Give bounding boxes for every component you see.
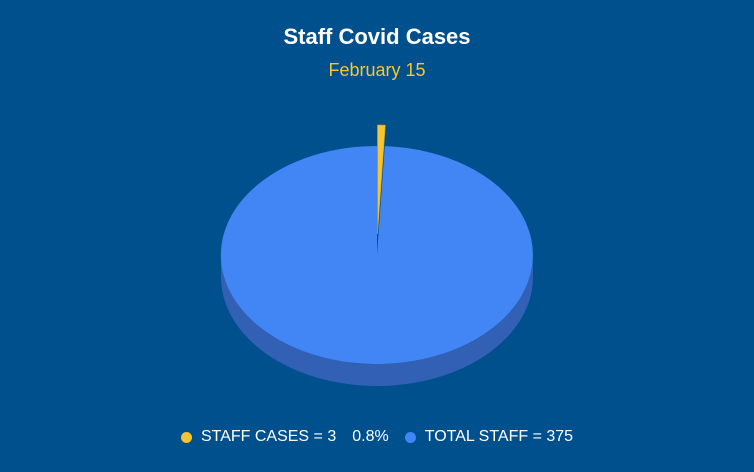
- chart-subtitle: February 15: [328, 60, 426, 80]
- legend-item-total-staff[interactable]: TOTAL STAFF = 375: [404, 428, 574, 446]
- legend-marker-staff-cases: [180, 431, 192, 443]
- legend-label-staff-cases: STAFF CASES = 3: [200, 428, 337, 445]
- legend-label-total-staff: TOTAL STAFF = 375: [424, 428, 574, 445]
- pie-slice-total-staff: [220, 145, 533, 364]
- pie-slice-staff-cases: [377, 124, 386, 235]
- legend-percent-staff-cases: 0.8%: [352, 428, 389, 445]
- legend: STAFF CASES = 3 0.8% TOTAL STAFF = 375: [0, 428, 754, 446]
- chart-title: Staff Covid Cases: [283, 24, 471, 49]
- legend-item-staff-cases[interactable]: STAFF CASES = 3 0.8%: [180, 428, 389, 446]
- pie-side: [221, 255, 533, 386]
- legend-marker-total-staff: [404, 431, 416, 443]
